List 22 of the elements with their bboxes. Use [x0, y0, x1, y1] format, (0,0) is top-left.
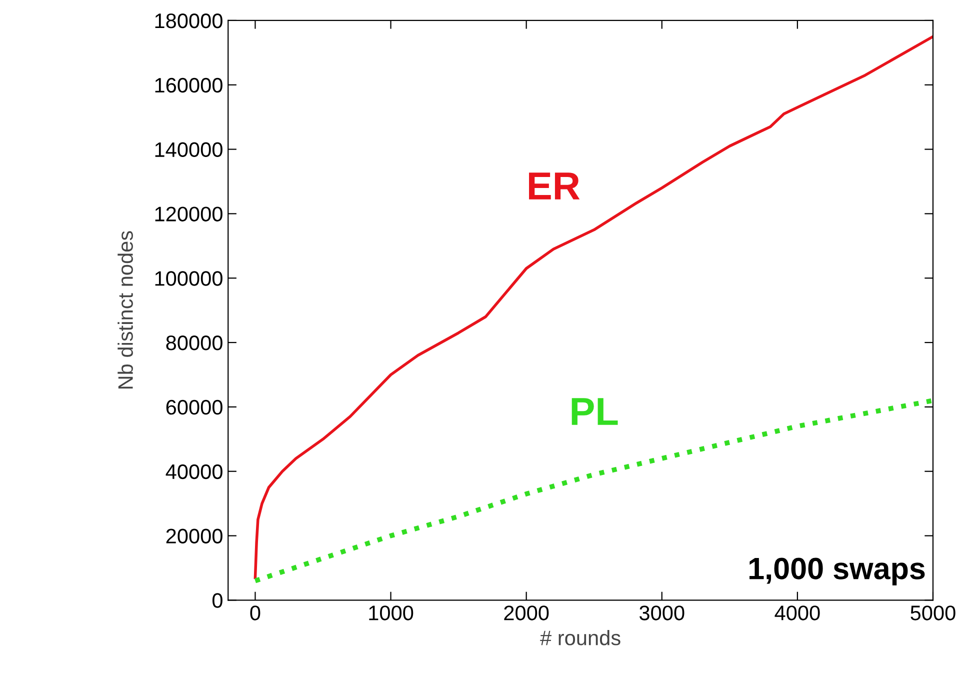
y-tick-label: 20000 — [166, 528, 222, 544]
y-tick-label: 160000 — [155, 78, 222, 93]
y-tick-label: 40000 — [166, 464, 222, 480]
x-tick-label: 0 — [250, 606, 260, 620]
x-tick-label: 1000 — [369, 606, 414, 620]
y-tick-label: 80000 — [166, 336, 222, 350]
y-tick-label: 60000 — [166, 400, 222, 415]
y-tick-label: 180000 — [155, 13, 222, 28]
y-tick-label: 140000 — [155, 142, 222, 158]
series-label: ER — [529, 172, 580, 200]
y-tick-label: 0 — [212, 593, 222, 608]
y-axis-title: Nb distinct nodes — [118, 231, 133, 388]
x-axis-title: # rounds — [540, 630, 620, 646]
series-label: PL — [572, 398, 618, 425]
line-series — [252, 398, 933, 584]
annotation: 1,000 swaps — [750, 558, 925, 586]
y-tick-label: 100000 — [155, 271, 222, 286]
x-tick-label: 4000 — [774, 606, 820, 620]
x-tick-label: 5000 — [910, 606, 956, 620]
y-tick-label: 120000 — [155, 206, 222, 222]
x-tick-label: 2000 — [504, 606, 549, 620]
x-tick-label: 3000 — [640, 606, 684, 620]
